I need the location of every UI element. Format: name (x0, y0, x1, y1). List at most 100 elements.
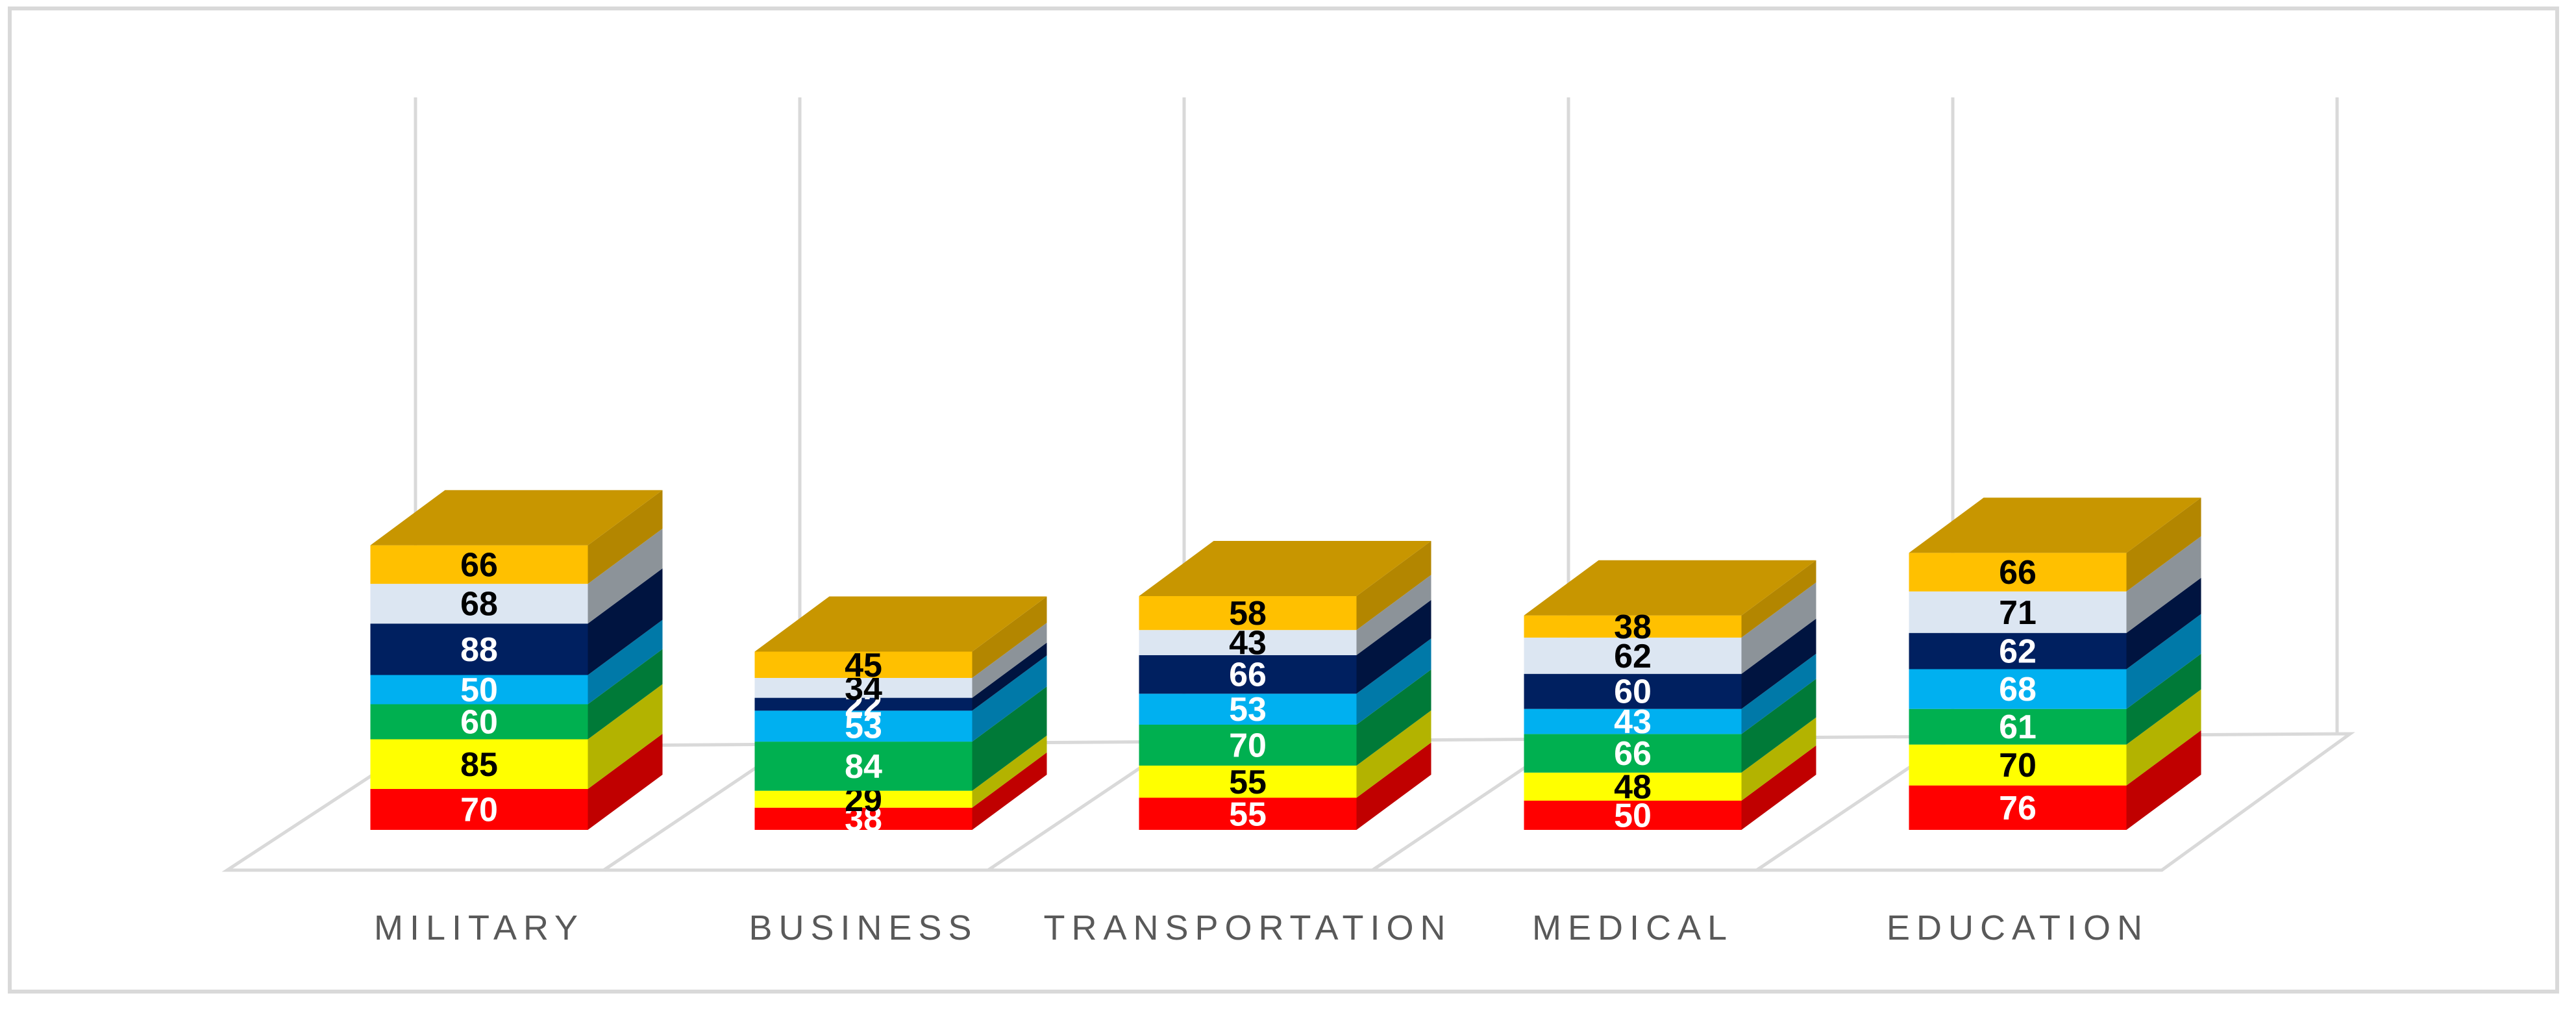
data-label-transportation-series-7: 58 (1229, 595, 1267, 632)
data-label-education-series-2: 70 (1999, 747, 2037, 784)
x-tick-label-business: BUSINESS (749, 908, 978, 947)
data-label-transportation-series-5: 66 (1229, 657, 1267, 694)
data-label-transportation-series-3: 70 (1229, 727, 1267, 765)
bar-side-medical-series-3 (1741, 679, 1816, 773)
bar-side-medical-series-5 (1741, 618, 1816, 709)
data-label-military-series-2: 85 (460, 746, 498, 784)
bar-side-business-series-6 (972, 623, 1047, 698)
bar-medical-series-7 (1524, 615, 1742, 638)
bar-education-series-3 (1909, 708, 2127, 745)
bar-side-education-series-3 (2126, 653, 2201, 745)
bar-side-education-series-7 (2126, 497, 2201, 592)
bar-transportation-series-3 (1139, 725, 1357, 766)
bar-military-series-5 (370, 623, 588, 675)
data-label-medical-series-5: 60 (1614, 673, 1652, 711)
data-label-military-series-7: 66 (460, 546, 498, 584)
data-label-education-series-5: 62 (1999, 633, 2037, 671)
chart-floor (221, 732, 2355, 872)
data-label-transportation-series-1: 55 (1229, 795, 1267, 833)
x-tick-label-transportation: TRANSPORTATION (1043, 908, 1452, 947)
bar-side-military-series-2 (588, 684, 663, 789)
data-label-education-series-6: 71 (1999, 594, 2037, 632)
data-label-education-series-1: 76 (1999, 790, 2037, 827)
data-label-education-series-7: 66 (1999, 554, 2037, 592)
bar-transportation-series-1 (1139, 797, 1357, 830)
data-label-transportation-series-4: 53 (1229, 691, 1267, 729)
bar-side-military-series-4 (588, 619, 663, 705)
bar-side-transportation-series-5 (1356, 599, 1431, 694)
data-label-transportation-series-6: 43 (1229, 625, 1267, 662)
bar-military-series-7 (370, 545, 588, 584)
bar-military-series-3 (370, 704, 588, 740)
data-label-transportation-series-2: 55 (1229, 764, 1267, 801)
bar-transportation-series-4 (1139, 694, 1357, 725)
chart-bars: 7085605088686638298453223445555570536643… (370, 490, 2201, 838)
data-label-military-series-1: 70 (460, 792, 498, 829)
bar-side-business-series-1 (972, 752, 1047, 830)
bar-transportation-series-6 (1139, 630, 1357, 655)
bar-education-series-1 (1909, 785, 2127, 830)
bar-medical-series-5 (1524, 673, 1742, 709)
bar-side-medical-series-6 (1741, 582, 1816, 674)
bar-side-education-series-1 (2126, 730, 2201, 830)
bar-transportation-series-2 (1139, 766, 1357, 798)
bar-military-series-6 (370, 584, 588, 624)
bar-side-military-series-7 (588, 490, 663, 584)
bar-business-series-6 (754, 678, 972, 698)
bar-side-military-series-6 (588, 529, 663, 624)
bar-side-transportation-series-3 (1356, 669, 1431, 766)
bar-education-series-2 (1909, 744, 2127, 786)
bar-side-transportation-series-6 (1356, 575, 1431, 655)
data-label-medical-series-6: 62 (1614, 638, 1652, 675)
x-tick-label-education: EDUCATION (1887, 908, 2149, 947)
data-label-medical-series-3: 66 (1614, 735, 1652, 773)
bar-military-series-2 (370, 739, 588, 789)
bar-business-series-1 (754, 807, 972, 830)
bar-side-transportation-series-7 (1356, 541, 1431, 631)
bar-side-business-series-3 (972, 686, 1047, 791)
bar-education-series-4 (1909, 669, 2127, 709)
data-label-military-series-4: 50 (460, 671, 498, 709)
x-tick-label-medical: MEDICAL (1532, 908, 1733, 947)
bar-business-series-7 (754, 651, 972, 678)
bar-side-medical-series-7 (1741, 560, 1816, 638)
bar-military-series-4 (370, 675, 588, 705)
data-label-military-series-3: 60 (460, 704, 498, 742)
bar-education-series-5 (1909, 632, 2127, 669)
bar-education-series-7 (1909, 553, 2127, 592)
bar-medical-series-3 (1524, 734, 1742, 773)
data-label-business-series-3: 84 (845, 748, 882, 786)
bar-medical-series-1 (1524, 801, 1742, 830)
bar-education-series-6 (1909, 591, 2127, 633)
bar-side-transportation-series-1 (1356, 742, 1431, 830)
bar-side-medical-series-1 (1741, 745, 1816, 830)
bar-medical-series-6 (1524, 637, 1742, 674)
x-tick-label-military: MILITARY (374, 908, 584, 947)
bar-business-series-5 (754, 697, 972, 711)
chart-category-labels: MILITARY BUSINESS TRANSPORTATION MEDICAL EDU… (374, 908, 2149, 947)
bar-side-education-series-5 (2126, 577, 2201, 669)
bar-side-medical-series-4 (1741, 653, 1816, 734)
bar-military-series-1 (370, 789, 588, 830)
bar-side-education-series-6 (2126, 536, 2201, 633)
bar-side-military-series-3 (588, 649, 663, 740)
bar-side-transportation-series-4 (1356, 638, 1431, 725)
bar-side-transportation-series-2 (1356, 710, 1431, 798)
bar-side-medical-series-2 (1741, 717, 1816, 801)
bar-top-business (754, 596, 1047, 652)
bar-transportation-series-7 (1139, 596, 1357, 631)
bar-top-military (370, 490, 663, 545)
bar-side-military-series-1 (588, 734, 663, 830)
data-label-business-series-7: 45 (845, 647, 882, 684)
bar-side-military-series-5 (588, 568, 663, 675)
data-label-military-series-6: 68 (460, 586, 498, 623)
data-label-medical-series-4: 43 (1614, 703, 1652, 741)
bar-business-series-4 (754, 710, 972, 742)
data-label-business-series-4: 53 (845, 708, 882, 745)
bar-side-education-series-2 (2126, 689, 2201, 786)
